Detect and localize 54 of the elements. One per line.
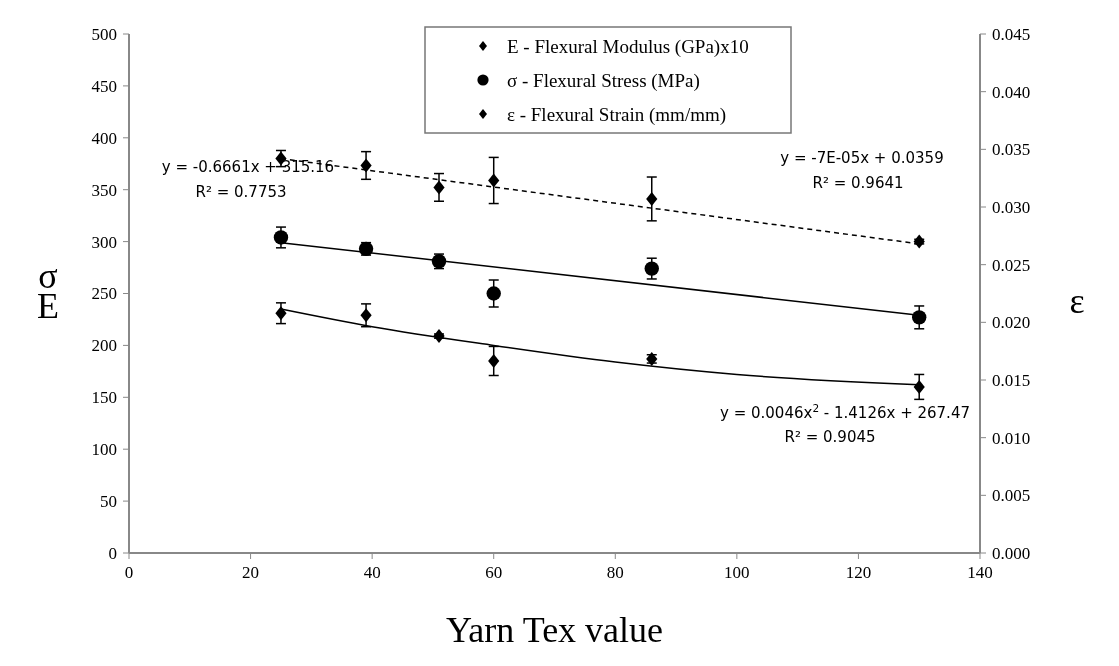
y-tick-label: 150 bbox=[91, 388, 117, 408]
x-tick-label: 20 bbox=[242, 563, 260, 582]
point bbox=[433, 180, 445, 195]
point bbox=[486, 286, 501, 301]
y2-tick-label: 0.000 bbox=[992, 543, 1031, 563]
legend-label: E - Flexural Modulus (GPa)x10 bbox=[507, 35, 749, 58]
x-tick-label: 40 bbox=[363, 563, 381, 582]
x-tick-label: 60 bbox=[485, 563, 503, 582]
x-tick-label: 140 bbox=[967, 563, 993, 582]
annotation: R² = 0.9045 bbox=[784, 428, 876, 447]
point bbox=[488, 173, 500, 188]
y-tick-label: 250 bbox=[91, 284, 117, 304]
annotation: R² = 0.7753 bbox=[195, 183, 287, 202]
point bbox=[646, 191, 658, 206]
y2-axis-title: ε bbox=[1069, 280, 1085, 321]
y-tick-label: 350 bbox=[91, 180, 117, 200]
point bbox=[912, 310, 927, 325]
legend-label: σ - Flexural Stress (MPa) bbox=[507, 69, 700, 92]
y2-tick-label: 0.045 bbox=[992, 24, 1031, 44]
y2-tick-label: 0.025 bbox=[992, 255, 1031, 275]
y2-tick-label: 0.030 bbox=[992, 197, 1031, 217]
annotation: y = 0.0046x$^{2}$ - 1.4126x + 267.47 bbox=[720, 402, 970, 423]
x-tick-label: 80 bbox=[606, 563, 624, 582]
y2-tick-label: 0.005 bbox=[992, 486, 1031, 506]
y-tick-label: 500 bbox=[91, 24, 117, 44]
point bbox=[644, 261, 659, 276]
y-axis-title: σ E bbox=[37, 255, 59, 326]
point bbox=[275, 306, 287, 321]
x-tick-label: 120 bbox=[845, 563, 872, 582]
y2-tick-label: 0.040 bbox=[992, 82, 1031, 102]
point bbox=[360, 158, 372, 173]
x-tick-label: 100 bbox=[724, 563, 750, 582]
x-tick-label: 0 bbox=[124, 563, 134, 582]
y-tick-label: 300 bbox=[91, 232, 117, 252]
point bbox=[913, 234, 925, 249]
y2-tick-label: 0.020 bbox=[992, 313, 1031, 333]
y-tick-label: 50 bbox=[100, 492, 117, 512]
y2-tick-label: 0.035 bbox=[992, 140, 1031, 160]
point bbox=[488, 353, 500, 368]
y-tick-label: 450 bbox=[91, 76, 117, 96]
y2-tick-label: 0.015 bbox=[992, 370, 1031, 390]
point bbox=[360, 308, 372, 323]
y-tick-label: 400 bbox=[91, 128, 117, 148]
annotation: R² = 0.9641 bbox=[812, 174, 904, 193]
annotation: y = -0.6661x + 315.16 bbox=[161, 158, 335, 177]
annotation: y = -7E-05x + 0.0359 bbox=[780, 149, 944, 168]
x-axis-title: Yarn Tex value bbox=[445, 610, 664, 650]
point bbox=[273, 230, 289, 245]
legend-label: ε - Flexural Strain (mm/mm) bbox=[507, 103, 727, 126]
y2-tick-label: 0.010 bbox=[992, 428, 1031, 448]
y-tick-label: 0 bbox=[108, 543, 117, 563]
point bbox=[913, 379, 925, 394]
y-tick-label: 100 bbox=[91, 440, 117, 460]
y-tick-label: 200 bbox=[91, 336, 117, 356]
